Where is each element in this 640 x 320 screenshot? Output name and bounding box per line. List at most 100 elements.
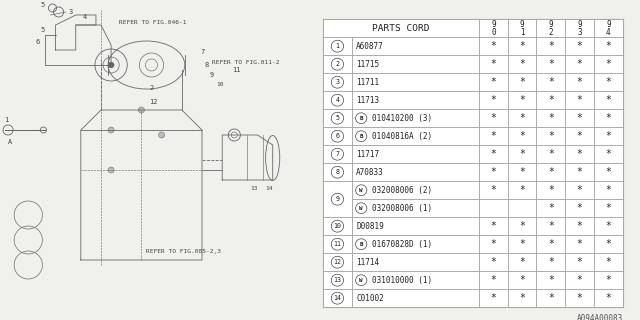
Text: *: * xyxy=(605,149,611,159)
Text: 11714: 11714 xyxy=(356,258,380,267)
Bar xyxy=(565,163,594,181)
Bar xyxy=(323,271,351,289)
Text: *: * xyxy=(577,77,582,87)
Text: *: * xyxy=(490,257,496,267)
Text: *: * xyxy=(490,293,496,303)
Bar xyxy=(594,289,623,307)
Bar xyxy=(479,127,508,145)
Bar xyxy=(508,73,536,91)
Bar xyxy=(323,163,351,181)
Bar xyxy=(536,73,565,91)
Text: 5: 5 xyxy=(40,2,45,8)
Text: B: B xyxy=(360,116,363,121)
Text: *: * xyxy=(548,113,554,123)
Bar xyxy=(479,235,508,253)
Bar xyxy=(594,181,623,199)
Text: REFER TO FIG.046-1: REFER TO FIG.046-1 xyxy=(119,20,187,25)
Bar xyxy=(323,55,351,73)
Text: 3: 3 xyxy=(335,79,339,85)
Text: 9
0: 9 0 xyxy=(491,20,495,37)
Text: *: * xyxy=(519,113,525,123)
Text: *: * xyxy=(577,203,582,213)
Text: *: * xyxy=(519,149,525,159)
Text: *: * xyxy=(605,275,611,285)
Circle shape xyxy=(159,132,164,138)
Bar xyxy=(594,253,623,271)
Bar xyxy=(508,217,536,235)
Text: 9
2: 9 2 xyxy=(548,20,553,37)
Bar xyxy=(565,217,594,235)
Text: *: * xyxy=(519,293,525,303)
Text: C01002: C01002 xyxy=(356,294,384,303)
Bar xyxy=(351,109,479,127)
Bar xyxy=(508,289,536,307)
Text: *: * xyxy=(490,41,496,51)
Text: 5: 5 xyxy=(40,27,45,33)
Text: *: * xyxy=(548,167,554,177)
Bar xyxy=(536,235,565,253)
Text: 11: 11 xyxy=(232,67,241,73)
Text: 010410200 (3): 010410200 (3) xyxy=(372,114,432,123)
Text: 14: 14 xyxy=(333,295,341,301)
Bar xyxy=(536,163,565,181)
Text: B: B xyxy=(360,242,363,247)
Bar xyxy=(594,235,623,253)
Text: 11715: 11715 xyxy=(356,60,380,69)
Text: 032008006 (1): 032008006 (1) xyxy=(372,204,432,213)
Bar xyxy=(351,235,479,253)
Text: *: * xyxy=(577,41,582,51)
Bar xyxy=(594,217,623,235)
Text: A70833: A70833 xyxy=(356,168,384,177)
Bar xyxy=(594,127,623,145)
Bar xyxy=(594,19,623,37)
Bar xyxy=(351,37,479,55)
Text: 11: 11 xyxy=(333,241,341,247)
Text: *: * xyxy=(490,59,496,69)
Text: *: * xyxy=(519,131,525,141)
Bar xyxy=(508,181,536,199)
Text: 032008006 (2): 032008006 (2) xyxy=(372,186,432,195)
Bar xyxy=(536,199,565,217)
Text: *: * xyxy=(490,275,496,285)
Text: *: * xyxy=(519,167,525,177)
Text: *: * xyxy=(490,185,496,195)
Bar xyxy=(479,91,508,109)
Text: *: * xyxy=(577,239,582,249)
Text: A094A00083: A094A00083 xyxy=(577,314,623,320)
Bar xyxy=(351,199,479,217)
Bar xyxy=(594,91,623,109)
Text: 7: 7 xyxy=(200,49,204,55)
Text: *: * xyxy=(519,59,525,69)
Bar xyxy=(594,199,623,217)
Bar xyxy=(536,181,565,199)
Text: *: * xyxy=(577,257,582,267)
Text: *: * xyxy=(490,239,496,249)
Text: *: * xyxy=(577,113,582,123)
Bar xyxy=(323,145,351,163)
Text: *: * xyxy=(605,167,611,177)
Text: W: W xyxy=(360,188,363,193)
Text: *: * xyxy=(605,59,611,69)
Bar xyxy=(323,289,351,307)
Bar xyxy=(351,55,479,73)
Bar xyxy=(323,127,351,145)
Bar xyxy=(508,145,536,163)
Text: *: * xyxy=(490,77,496,87)
Bar xyxy=(351,91,479,109)
Bar xyxy=(479,73,508,91)
Text: *: * xyxy=(605,185,611,195)
Bar xyxy=(565,91,594,109)
Bar xyxy=(351,73,479,91)
Text: 9: 9 xyxy=(210,72,214,78)
Bar xyxy=(536,55,565,73)
Bar xyxy=(351,127,479,145)
Bar xyxy=(508,253,536,271)
Circle shape xyxy=(138,107,145,113)
Bar xyxy=(351,163,479,181)
Bar xyxy=(565,73,594,91)
Text: REFER TO FIG.011-2: REFER TO FIG.011-2 xyxy=(212,60,280,65)
Text: 9
4: 9 4 xyxy=(606,20,611,37)
Bar xyxy=(508,127,536,145)
Bar xyxy=(594,163,623,181)
Text: *: * xyxy=(490,131,496,141)
